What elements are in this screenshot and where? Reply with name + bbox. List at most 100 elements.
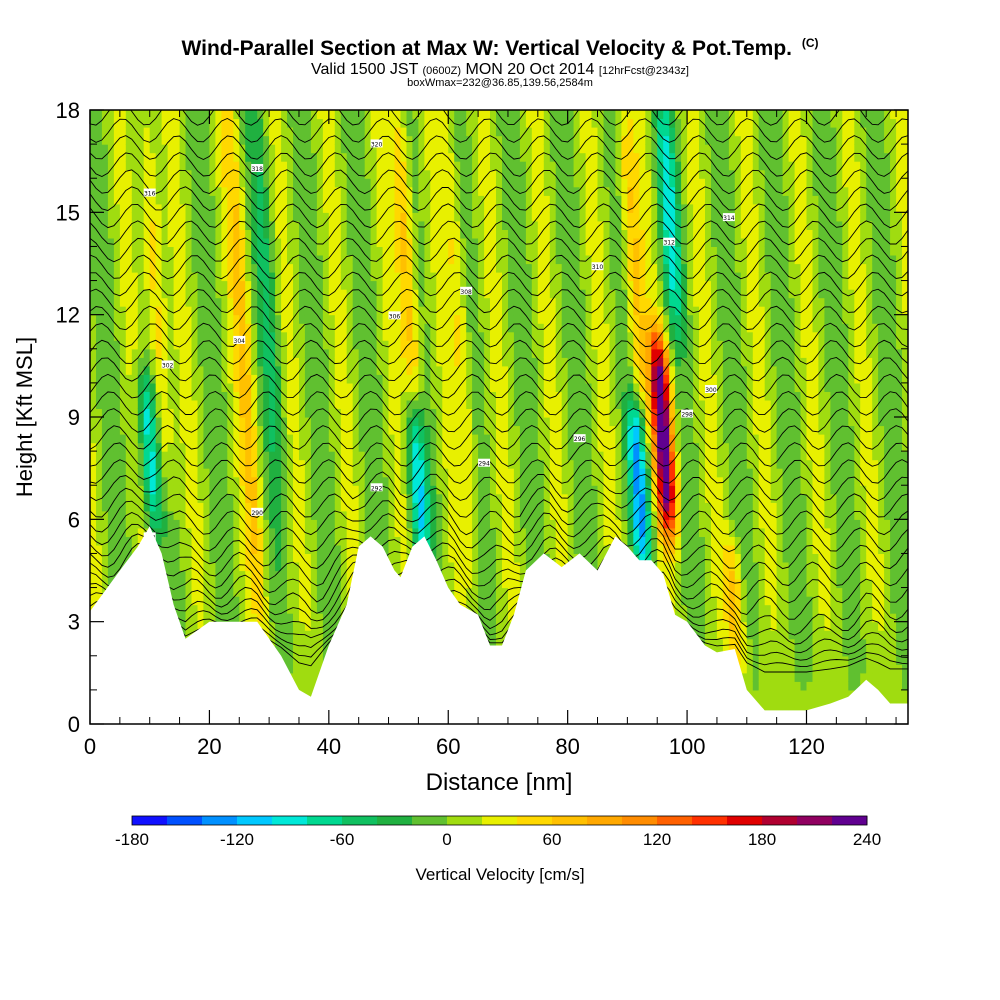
velocity-cell <box>460 382 467 392</box>
velocity-cell <box>257 255 264 265</box>
velocity-cell <box>197 263 205 273</box>
velocity-cell <box>346 451 354 461</box>
velocity-cell <box>334 152 342 162</box>
velocity-cell <box>209 459 216 469</box>
velocity-cell <box>412 527 419 537</box>
velocity-cell <box>478 468 485 478</box>
velocity-cell <box>107 399 115 409</box>
velocity-cell <box>472 357 479 367</box>
velocity-cell <box>490 110 497 120</box>
velocity-cell <box>125 127 133 137</box>
velocity-cell <box>275 647 282 657</box>
velocity-cell <box>490 459 497 469</box>
velocity-cell <box>281 485 288 495</box>
velocity-cell <box>167 562 175 572</box>
velocity-cell <box>394 408 402 418</box>
velocity-cell <box>239 340 246 350</box>
velocity-cell <box>316 621 324 631</box>
velocity-cell <box>293 587 300 597</box>
velocity-cell <box>137 195 145 205</box>
velocity-cell <box>113 263 121 273</box>
velocity-cell <box>328 468 336 478</box>
velocity-cell <box>304 519 312 529</box>
velocity-cell <box>310 630 318 640</box>
velocity-cell <box>293 272 300 282</box>
velocity-cell <box>197 476 205 486</box>
velocity-cell <box>131 186 139 196</box>
velocity-cell <box>472 365 479 375</box>
velocity-cell <box>460 203 467 213</box>
velocity-cell <box>382 169 390 179</box>
velocity-cell <box>113 220 121 230</box>
velocity-cell <box>245 357 252 367</box>
velocity-cell <box>358 323 366 333</box>
velocity-cell <box>149 510 157 520</box>
velocity-cell <box>334 510 342 520</box>
velocity-cell <box>376 459 384 469</box>
velocity-cell <box>364 365 372 375</box>
velocity-cell <box>460 186 467 196</box>
velocity-cell <box>137 203 145 213</box>
velocity-cell <box>484 280 491 290</box>
velocity-cell <box>293 604 300 614</box>
velocity-cell <box>304 178 312 188</box>
velocity-cell <box>257 169 264 179</box>
velocity-cell <box>173 485 181 495</box>
velocity-cell <box>96 246 103 256</box>
velocity-cell <box>472 527 479 537</box>
velocity-cell <box>496 280 503 290</box>
velocity-cell <box>418 246 425 256</box>
velocity-cell <box>263 306 270 316</box>
velocity-cell <box>478 374 485 384</box>
velocity-cell <box>454 110 461 120</box>
velocity-cell <box>394 161 402 171</box>
velocity-cell <box>346 127 354 137</box>
velocity-cell <box>287 314 294 324</box>
velocity-cell <box>394 417 402 427</box>
velocity-cell <box>388 374 396 384</box>
velocity-cell <box>263 331 270 341</box>
velocity-cell <box>209 152 216 162</box>
velocity-cell <box>496 621 503 631</box>
velocity-cell <box>400 297 408 307</box>
velocity-cell <box>460 127 467 137</box>
velocity-cell <box>167 399 175 409</box>
velocity-cell <box>466 502 473 512</box>
velocity-cell <box>340 237 348 247</box>
velocity-cell <box>143 314 151 324</box>
velocity-cell <box>478 340 485 350</box>
velocity-cell <box>185 604 193 614</box>
velocity-cell <box>472 519 479 529</box>
velocity-cell <box>90 348 97 358</box>
velocity-cell <box>233 553 240 563</box>
velocity-cell <box>299 647 306 657</box>
velocity-cell <box>90 178 97 188</box>
velocity-cell <box>310 246 318 256</box>
velocity-cell <box>197 178 205 188</box>
velocity-cell <box>406 144 414 154</box>
velocity-cell <box>358 314 366 324</box>
velocity-cell <box>191 255 199 265</box>
velocity-cell <box>263 459 270 469</box>
velocity-cell <box>101 544 109 554</box>
velocity-cell <box>346 331 354 341</box>
velocity-cell <box>143 280 151 290</box>
velocity-cell <box>107 562 115 572</box>
velocity-cell <box>430 442 437 452</box>
velocity-cell <box>484 562 491 572</box>
velocity-cell <box>310 152 318 162</box>
velocity-cell <box>430 340 437 350</box>
velocity-cell <box>352 152 360 162</box>
velocity-cell <box>96 442 103 452</box>
velocity-cell <box>388 272 396 282</box>
velocity-cell <box>287 476 294 486</box>
velocity-cell <box>388 127 396 137</box>
velocity-cell <box>107 434 115 444</box>
velocity-cell <box>388 442 396 452</box>
velocity-cell <box>478 127 485 137</box>
velocity-cell <box>215 348 222 358</box>
velocity-cell <box>376 340 384 350</box>
velocity-cell <box>245 297 252 307</box>
velocity-cell <box>466 118 473 128</box>
velocity-cell <box>257 110 264 120</box>
